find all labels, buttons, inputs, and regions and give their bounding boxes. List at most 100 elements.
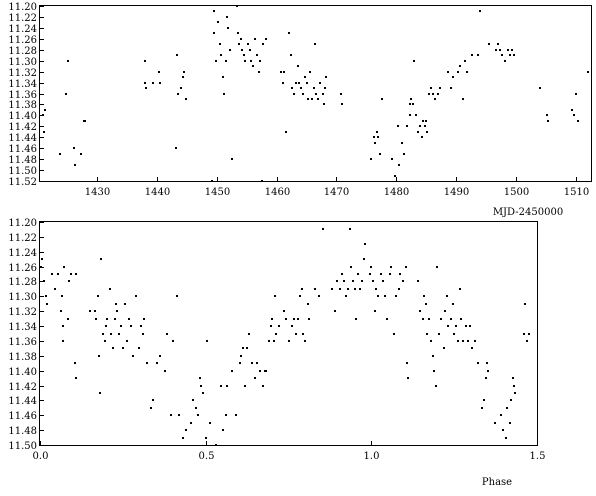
data-point bbox=[481, 407, 483, 409]
data-point bbox=[426, 333, 428, 335]
data-point bbox=[363, 258, 365, 260]
data-point bbox=[118, 333, 120, 335]
data-point bbox=[61, 295, 63, 297]
data-point bbox=[318, 295, 320, 297]
data-point bbox=[495, 49, 497, 51]
y-tick-label: 11.28 bbox=[8, 277, 37, 288]
data-point bbox=[283, 71, 285, 73]
data-point bbox=[506, 407, 508, 409]
data-point bbox=[364, 243, 366, 245]
y-tick-label: 11.26 bbox=[8, 35, 37, 46]
data-point bbox=[341, 273, 343, 275]
data-point bbox=[314, 288, 316, 290]
data-point bbox=[293, 93, 295, 95]
data-point bbox=[62, 340, 64, 342]
data-point bbox=[417, 131, 419, 133]
data-point bbox=[302, 93, 304, 95]
data-point bbox=[311, 98, 313, 100]
y-tick-label: 11.50 bbox=[8, 166, 37, 177]
data-point bbox=[334, 310, 336, 312]
data-point bbox=[359, 288, 361, 290]
data-point bbox=[95, 318, 97, 320]
data-point bbox=[349, 228, 351, 230]
data-point bbox=[197, 414, 199, 416]
x-tick-label: 1470 bbox=[324, 187, 349, 198]
data-point bbox=[291, 325, 293, 327]
data-point bbox=[409, 114, 411, 116]
data-point bbox=[402, 280, 404, 282]
data-point bbox=[341, 103, 343, 105]
data-point bbox=[254, 38, 256, 40]
data-point bbox=[426, 131, 428, 133]
data-point bbox=[109, 288, 111, 290]
data-point bbox=[227, 27, 229, 29]
data-point bbox=[453, 333, 455, 335]
plot-frame-top bbox=[39, 5, 592, 182]
y-tick-label: 11.48 bbox=[8, 155, 37, 166]
data-point bbox=[393, 333, 395, 335]
data-point bbox=[43, 280, 45, 282]
data-point bbox=[370, 158, 372, 160]
data-point bbox=[317, 98, 319, 100]
data-point bbox=[242, 347, 244, 349]
data-point bbox=[350, 266, 352, 268]
chart-mjd-panel: 11.2011.2211.2411.2611.2811.3011.3211.34… bbox=[8, 2, 592, 218]
data-point bbox=[477, 54, 479, 56]
data-point bbox=[114, 318, 116, 320]
y-tick-label: 11.50 bbox=[8, 441, 37, 452]
data-point bbox=[138, 347, 140, 349]
data-point bbox=[231, 158, 233, 160]
x-tick-label: 1.0 bbox=[364, 451, 380, 462]
data-point bbox=[97, 295, 99, 297]
data-point bbox=[73, 147, 75, 149]
y-tick-label: 11.48 bbox=[8, 426, 37, 437]
data-point bbox=[459, 65, 461, 67]
data-point bbox=[110, 333, 112, 335]
data-point bbox=[192, 399, 194, 401]
data-point bbox=[370, 266, 372, 268]
data-point bbox=[528, 333, 530, 335]
data-point bbox=[308, 318, 310, 320]
data-point bbox=[577, 120, 579, 122]
data-point bbox=[421, 136, 423, 138]
data-point bbox=[211, 180, 213, 182]
data-point bbox=[105, 325, 107, 327]
data-point bbox=[347, 288, 349, 290]
data-point bbox=[99, 392, 101, 394]
data-point bbox=[41, 258, 43, 260]
data-point bbox=[409, 103, 411, 105]
y-tick-label: 11.44 bbox=[8, 133, 37, 144]
data-point bbox=[485, 377, 487, 379]
y-tick-label: 11.22 bbox=[8, 13, 37, 24]
data-point bbox=[430, 340, 432, 342]
data-point bbox=[256, 54, 258, 56]
data-point bbox=[185, 98, 187, 100]
data-point bbox=[479, 10, 481, 12]
data-point bbox=[200, 385, 202, 387]
data-point bbox=[438, 333, 440, 335]
data-point bbox=[447, 71, 449, 73]
data-point bbox=[500, 414, 502, 416]
chart-phase-panel: 11.20 11.22 11.24 11.26 11.28 11.30 11.32 11.34… bbox=[8, 218, 545, 488]
data-point bbox=[457, 340, 459, 342]
data-point bbox=[467, 340, 469, 342]
x-tick-label: 1450 bbox=[205, 187, 230, 198]
data-point bbox=[361, 280, 363, 282]
data-point bbox=[399, 273, 401, 275]
data-point bbox=[419, 310, 421, 312]
data-point bbox=[323, 103, 325, 105]
y-tick-label: 11.24 bbox=[8, 24, 37, 35]
data-point bbox=[469, 325, 471, 327]
data-point bbox=[546, 114, 548, 116]
data-point bbox=[573, 114, 575, 116]
data-point bbox=[135, 295, 137, 297]
data-point bbox=[513, 385, 515, 387]
y-tick-label: 11.20 bbox=[8, 2, 37, 13]
data-point bbox=[280, 71, 282, 73]
data-point bbox=[302, 333, 304, 335]
data-point bbox=[262, 385, 264, 387]
data-point bbox=[225, 60, 227, 62]
data-point bbox=[374, 142, 376, 144]
data-point bbox=[220, 385, 222, 387]
data-point bbox=[100, 258, 102, 260]
